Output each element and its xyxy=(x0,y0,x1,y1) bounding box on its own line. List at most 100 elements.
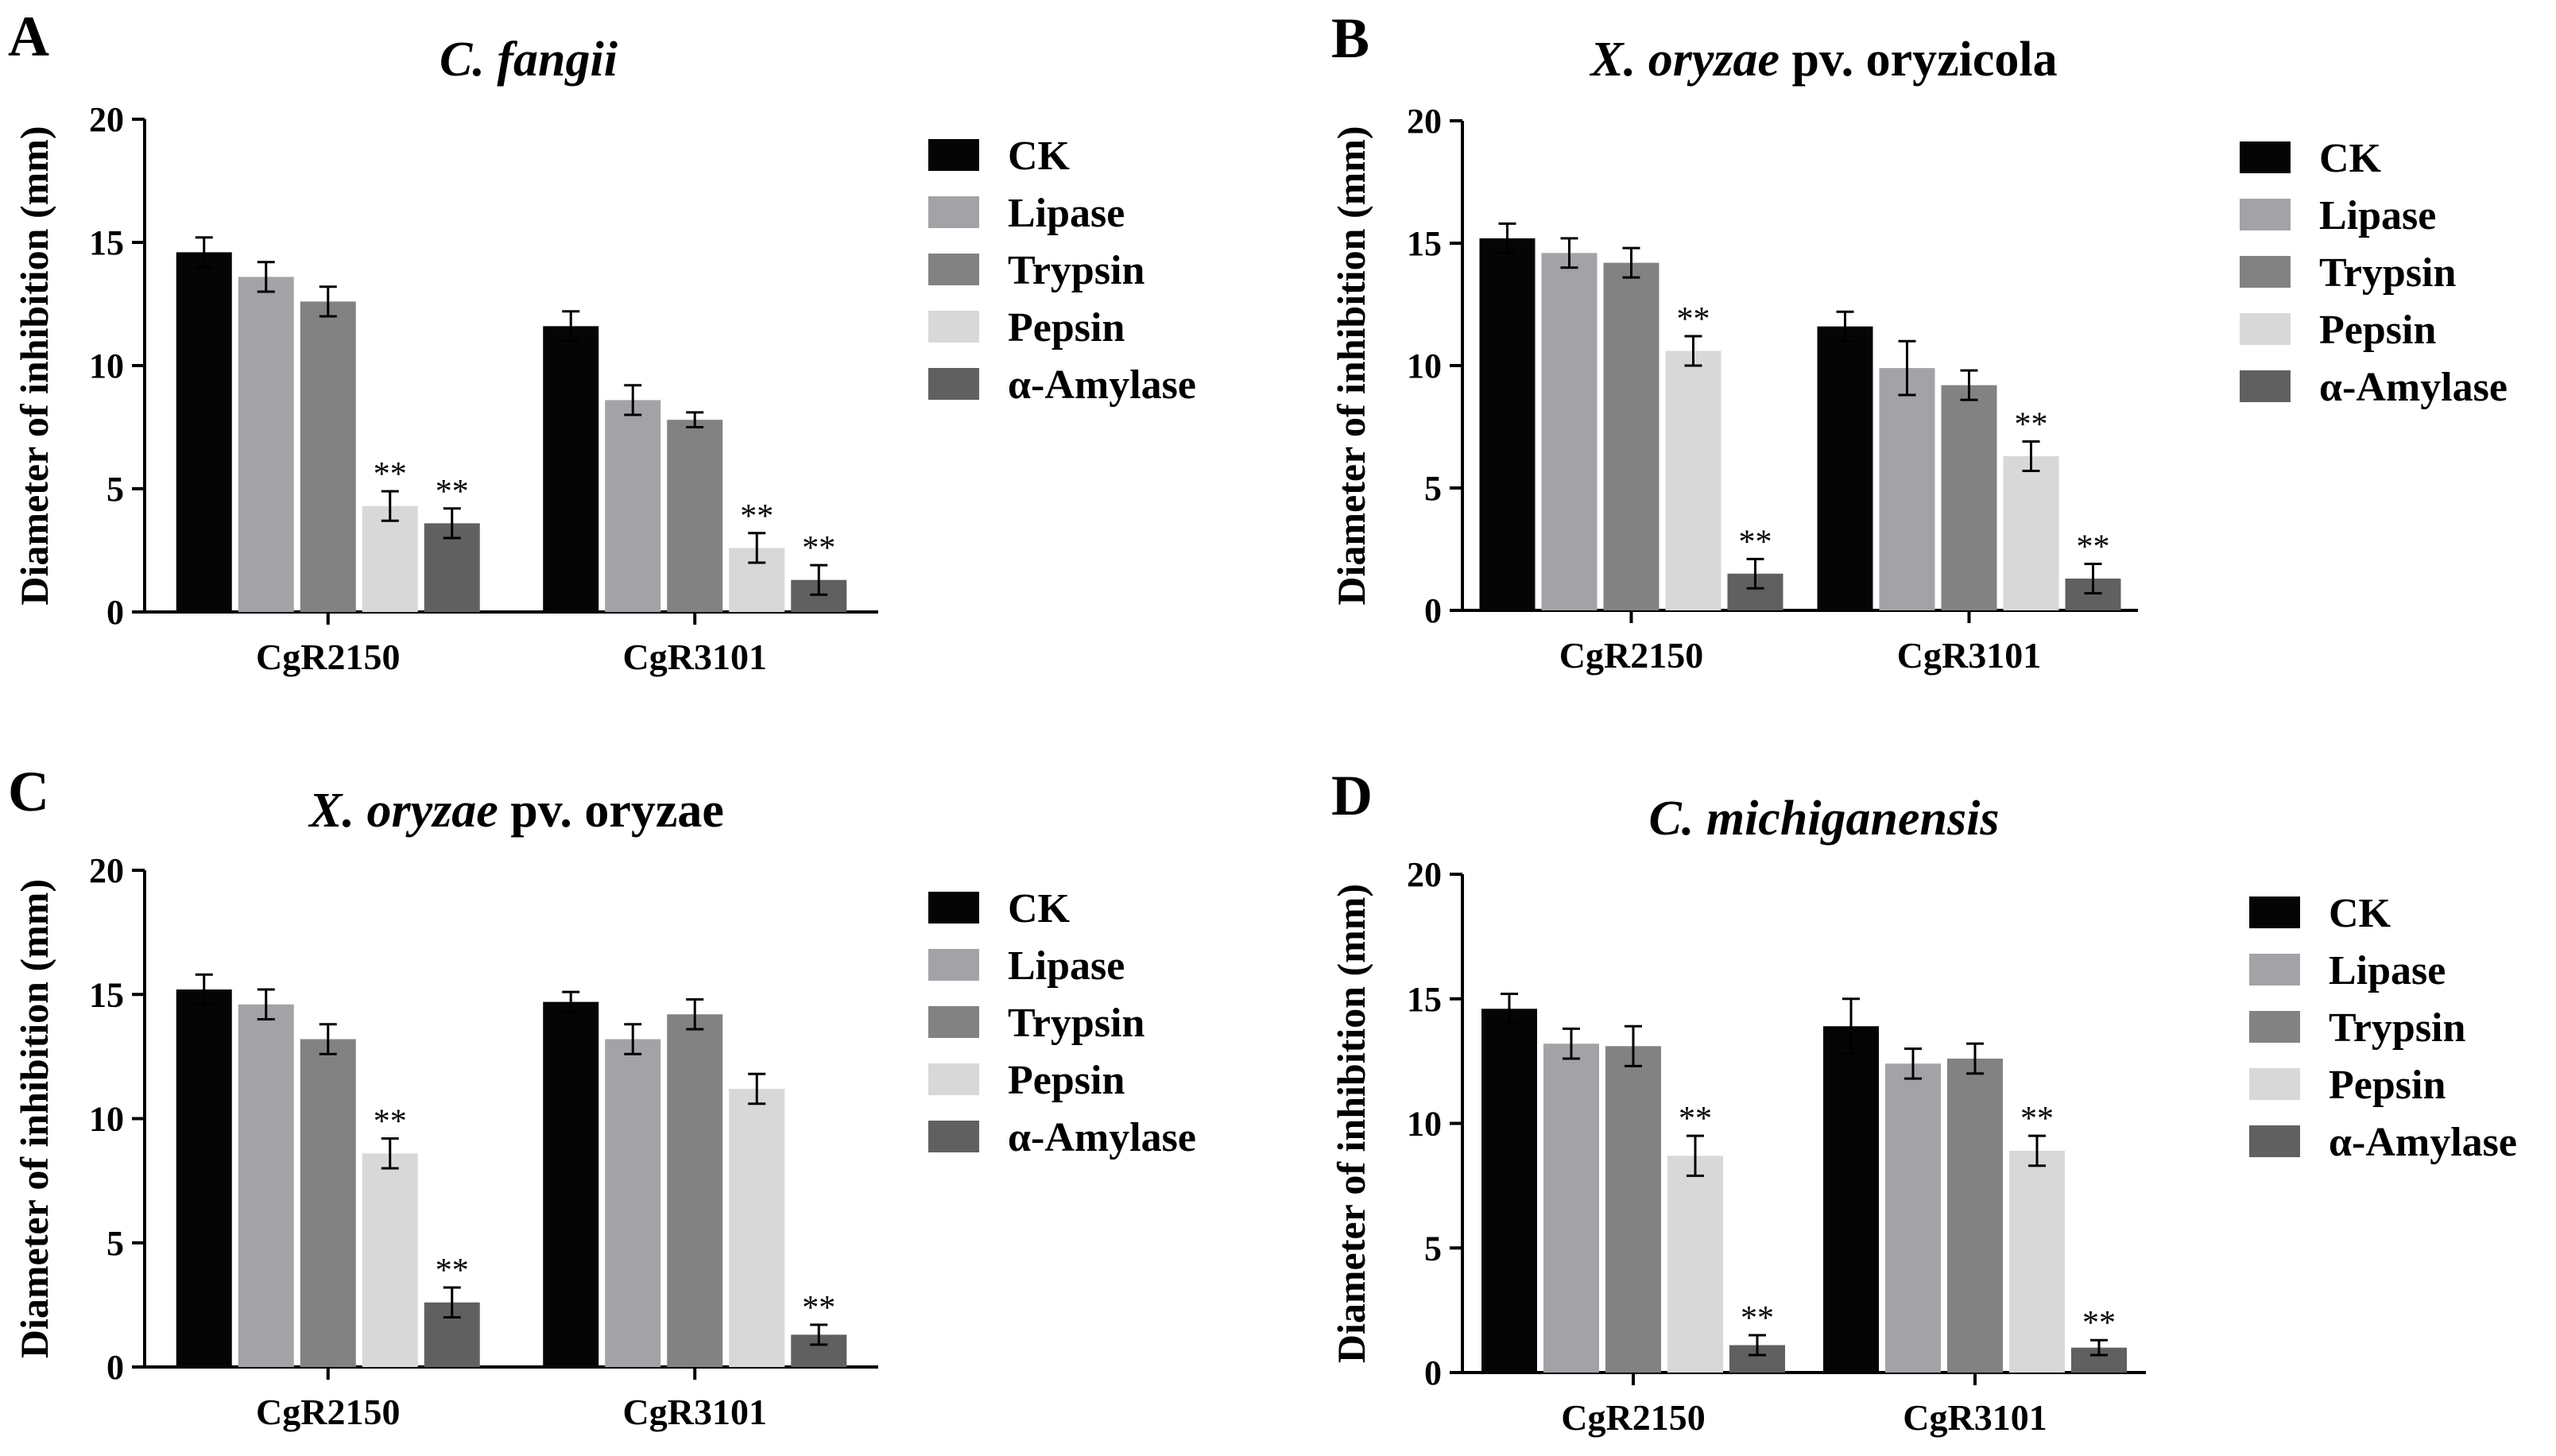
chart-panel-b: B X. oryzae pv. oryzicola Diameter of inhi… xyxy=(1329,6,2508,676)
x-tick-label: CgR3101 xyxy=(1897,635,2041,676)
y-tick-label: 15 xyxy=(89,223,124,262)
legend-swatch xyxy=(928,1121,979,1152)
legend-label: CK xyxy=(1008,886,1071,931)
bar xyxy=(176,252,232,612)
bar xyxy=(1605,1046,1661,1373)
legend-label: α-Amylase xyxy=(2319,365,2508,410)
bar xyxy=(1941,385,1997,610)
legend-swatch xyxy=(2240,313,2291,345)
bar xyxy=(1543,1044,1599,1373)
legend-swatch xyxy=(928,949,979,981)
y-tick-label: 0 xyxy=(1424,591,1442,630)
legend-swatch xyxy=(928,254,979,285)
legend-label: Pepsin xyxy=(1008,1058,1125,1103)
bar xyxy=(1665,350,1721,610)
legend-label: CK xyxy=(2329,891,2391,936)
significance-label: ** xyxy=(436,474,469,510)
y-tick-label: 0 xyxy=(1424,1353,1442,1392)
y-tick-label: 10 xyxy=(89,347,124,385)
x-tick-label: CgR2150 xyxy=(256,1392,400,1432)
legend-swatch xyxy=(2249,1068,2300,1100)
chart-title: C. fangii xyxy=(440,33,618,87)
y-tick-label: 15 xyxy=(1407,224,1442,263)
chart-title-italic: C. fangii xyxy=(440,33,618,87)
bar xyxy=(543,1001,599,1367)
bar xyxy=(667,1014,723,1367)
legend-swatch xyxy=(2240,370,2291,402)
legend-swatch xyxy=(2240,256,2291,288)
x-tick-label: CgR3101 xyxy=(623,1392,767,1432)
chart-title-italic: X. oryzae xyxy=(1589,33,1780,87)
y-axis-label: Diameter of inhibition (mm) xyxy=(1329,884,1373,1363)
y-tick-label: 0 xyxy=(106,1348,124,1387)
bar xyxy=(238,277,294,612)
legend: CK Lipase Trypsin Pepsin α-Amylase xyxy=(928,134,1196,408)
legend: CK Lipase Trypsin Pepsin α-Amylase xyxy=(928,886,1196,1160)
legend-swatch xyxy=(928,368,979,400)
legend-swatch xyxy=(928,139,979,171)
panel-letter: A xyxy=(8,5,49,68)
legend: CK Lipase Trypsin Pepsin α-Amylase xyxy=(2249,891,2517,1165)
panel-letter: C xyxy=(8,760,49,823)
legend-swatch xyxy=(928,311,979,343)
y-axis-label: Diameter of inhibition (mm) xyxy=(12,126,56,605)
x-tick-label: CgR2150 xyxy=(1559,635,1703,676)
legend-label: α-Amylase xyxy=(1008,1115,1196,1160)
bar xyxy=(605,1039,661,1367)
legend-swatch xyxy=(2249,1125,2300,1157)
significance-label: ** xyxy=(740,498,773,535)
x-tick-label: CgR2150 xyxy=(256,637,400,677)
significance-label: ** xyxy=(2015,406,2048,443)
legend-swatch xyxy=(928,892,979,924)
y-tick-label: 10 xyxy=(1407,1105,1442,1144)
chart-panel-c: C X. oryzae pv. oryzae Diameter of inhibit… xyxy=(8,760,1196,1432)
legend-label: Trypsin xyxy=(2329,1005,2466,1051)
legend-label: Trypsin xyxy=(2319,250,2457,296)
significance-label: ** xyxy=(1679,1101,1712,1137)
legend-label: Lipase xyxy=(2319,193,2436,238)
significance-label: ** xyxy=(1739,524,1772,560)
bar xyxy=(2009,1150,2065,1373)
bar xyxy=(1603,262,1659,610)
panel-letter: D xyxy=(1331,764,1373,827)
bar xyxy=(176,989,232,1367)
bar xyxy=(1879,368,1935,610)
bar xyxy=(238,1004,294,1367)
chart-title-italic: C. michiganensis xyxy=(1649,792,2000,846)
legend-label: Lipase xyxy=(1008,191,1125,236)
legend-label: α-Amylase xyxy=(1008,362,1196,408)
significance-label: ** xyxy=(374,456,407,493)
y-tick-label: 5 xyxy=(1424,469,1442,508)
bar xyxy=(2003,455,2059,610)
chart-panel-d: D C. michiganensis Diameter of inhibition … xyxy=(1329,764,2517,1438)
y-axis-label: Diameter of inhibition (mm) xyxy=(1329,126,1373,605)
legend-swatch xyxy=(2249,896,2300,928)
significance-label: ** xyxy=(374,1104,407,1140)
legend-label: Trypsin xyxy=(1008,248,1145,293)
y-tick-label: 15 xyxy=(1407,980,1442,1019)
significance-label: ** xyxy=(2020,1101,2054,1137)
chart-title: C. michiganensis xyxy=(1649,792,2000,846)
chart-panel-a: A C. fangii Diameter of inhibition (mm) 0 5 1… xyxy=(8,5,1196,677)
bar xyxy=(667,420,723,612)
y-tick-label: 20 xyxy=(89,100,124,139)
legend-swatch xyxy=(928,1006,979,1038)
panel-letter: B xyxy=(1331,6,1369,70)
legend-swatch xyxy=(2240,199,2291,230)
x-tick-label: CgR3101 xyxy=(623,637,767,677)
legend-label: Lipase xyxy=(1008,943,1125,989)
bar xyxy=(1541,253,1598,610)
y-tick-label: 5 xyxy=(1424,1229,1442,1268)
significance-label: ** xyxy=(2077,529,2110,565)
significance-label: ** xyxy=(1677,301,1710,338)
legend-swatch xyxy=(2249,954,2300,986)
significance-label: ** xyxy=(2082,1305,2116,1342)
y-tick-label: 20 xyxy=(89,851,124,890)
chart-title-plain: pv. oryzae xyxy=(498,784,724,838)
legend-label: Pepsin xyxy=(1008,305,1125,350)
legend-swatch xyxy=(928,196,979,228)
bar xyxy=(1947,1058,2003,1373)
significance-label: ** xyxy=(802,530,835,567)
y-axis-label: Diameter of inhibition (mm) xyxy=(12,879,56,1358)
